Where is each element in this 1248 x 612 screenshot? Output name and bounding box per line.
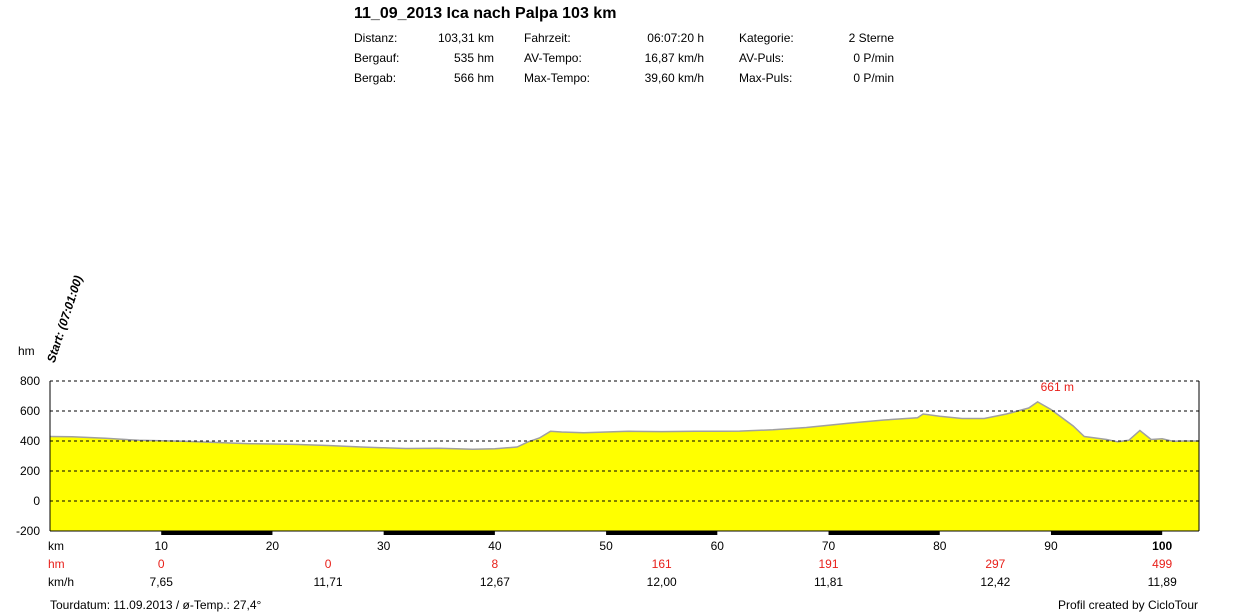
x-tick-label: 20 (266, 539, 280, 553)
km-scale-bar (1050, 531, 1163, 535)
x-tick-label: 50 (599, 539, 613, 553)
page-title: 11_09_2013 Ica nach Palpa 103 km (354, 5, 617, 22)
segment-hm-value: 0 (325, 557, 332, 571)
stat-value: 566 hm (453, 71, 494, 85)
segment-hm-value: 297 (985, 557, 1005, 571)
y-axis-label: hm (18, 344, 35, 358)
segment-hm-value: 191 (819, 557, 839, 571)
x-tick-label: 80 (933, 539, 947, 553)
segment-speed-value: 11,89 (1148, 575, 1177, 589)
y-tick-label: 400 (20, 434, 40, 448)
stat-label: AV-Puls: (739, 51, 785, 65)
stat-value: 06:07:20 h (647, 31, 704, 45)
segment-speed-value: 12,00 (647, 575, 677, 589)
x-tick-label: 10 (155, 539, 169, 553)
stat-label: Distanz: (354, 31, 398, 45)
segment-speed-value: 12,42 (980, 575, 1010, 589)
x-tick-label: 70 (822, 539, 836, 553)
stat-value: 39,60 km/h (644, 71, 704, 85)
stat-value: 2 Sterne (848, 31, 894, 45)
x-tick-label: 90 (1044, 539, 1058, 553)
elevation-line (49, 401, 1199, 451)
max-elevation-label: 661 m (1041, 380, 1074, 394)
stats-panel: Distanz: 103,31 km Bergauf: 535 hm Berga… (0, 31, 1248, 91)
km-scale-bar (828, 531, 940, 535)
km-scale-bar (606, 531, 718, 535)
km-scale-bar (161, 531, 273, 535)
segment-hm-value: 0 (158, 557, 165, 571)
stat-label: Max-Puls: (739, 71, 793, 85)
stat-value: 0 P/min (853, 71, 894, 85)
x-tick-label: 30 (377, 539, 391, 553)
segment-hm-value: 161 (652, 557, 672, 571)
stat-value: 103,31 km (437, 31, 494, 45)
credit-text: Profil created by CicloTour (1057, 598, 1198, 612)
x-tick-label: 100 (1152, 539, 1172, 553)
stat-label: Bergab: (354, 71, 397, 85)
segment-speed-value: 7,65 (150, 575, 174, 589)
stat-label: Fahrzeit: (524, 31, 571, 45)
segment-speed-value: 12,67 (480, 575, 510, 589)
km-scale-bar (383, 531, 495, 535)
stat-label: Max-Tempo: (524, 71, 591, 85)
stat-value: 0 P/min (853, 51, 894, 65)
y-tick-label: 0 (33, 494, 40, 508)
x-tick-label: 60 (711, 539, 725, 553)
stat-value: 16,87 km/h (644, 51, 704, 65)
segment-hm-value: 8 (492, 557, 499, 571)
y-tick-label: 200 (20, 464, 40, 478)
stat-label: Bergauf: (354, 51, 400, 65)
y-tick-label: -200 (16, 524, 40, 538)
segment-hm-label: hm (48, 557, 65, 571)
tour-date-temp: Tourdatum: 11.09.2013 / ø-Temp.: 27,4° (50, 598, 262, 612)
x-tick-label: 40 (488, 539, 502, 553)
stat-label: Kategorie: (739, 31, 794, 45)
segment-speed-value: 11,81 (814, 575, 843, 589)
y-tick-label: 600 (20, 404, 40, 418)
stat-value: 535 hm (453, 51, 494, 65)
segment-speed-label: km/h (48, 575, 74, 589)
stat-label: AV-Tempo: (524, 51, 582, 65)
elevation-area (50, 401, 1199, 531)
segment-hm-value: 499 (1152, 557, 1172, 571)
segment-speed-value: 11,71 (313, 575, 342, 589)
y-tick-label: 800 (20, 374, 40, 388)
x-axis-label: km (48, 539, 64, 553)
